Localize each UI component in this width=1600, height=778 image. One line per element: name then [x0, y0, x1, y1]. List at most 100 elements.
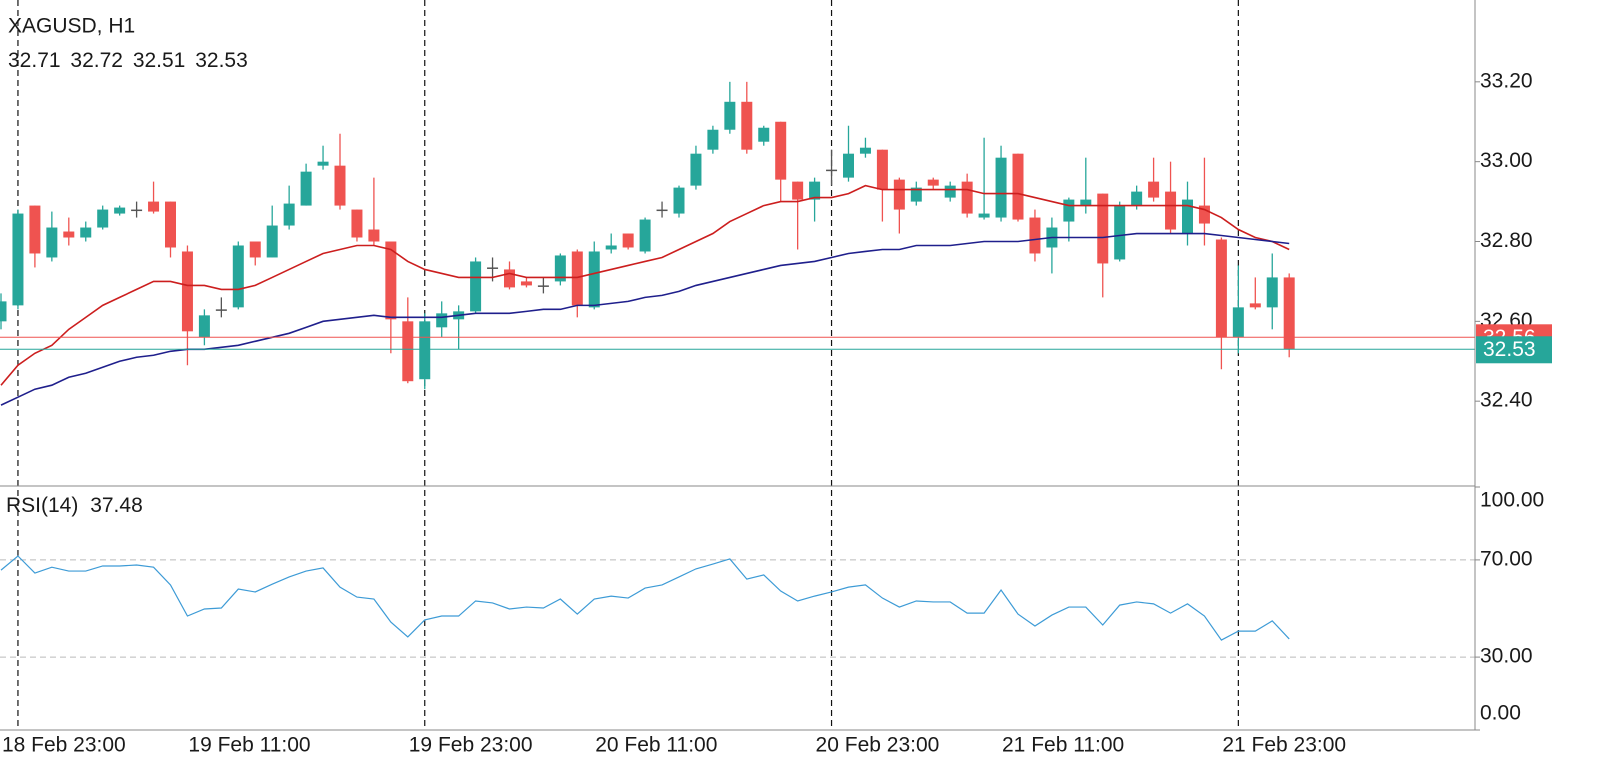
candle-body [504, 269, 515, 288]
y-tick-label: 30.00 [1480, 645, 1533, 668]
x-tick-label: 21 Feb 11:00 [1002, 734, 1124, 757]
open-value: 32.71 [8, 49, 61, 72]
y-tick-label: 32.40 [1480, 389, 1533, 412]
candle-body [809, 181, 821, 200]
candle-body [1182, 199, 1193, 234]
candle-body [283, 203, 295, 226]
candle-body [63, 231, 75, 238]
rsi-value: 37.48 [90, 494, 143, 517]
candle-body [843, 153, 854, 178]
candle-body [470, 261, 482, 312]
y-tick-label: 100.00 [1480, 489, 1544, 512]
candle-body [97, 209, 109, 228]
candle-body [0, 301, 7, 322]
x-tick-label: 19 Feb 23:00 [409, 734, 533, 757]
x-tick-label: 20 Feb 23:00 [816, 734, 940, 757]
candle-body [368, 229, 380, 242]
candle-body [944, 185, 956, 198]
candle-body [1114, 205, 1126, 260]
x-tick-label: 20 Feb 11:00 [595, 734, 717, 757]
candle-body [232, 245, 244, 308]
candle-body [29, 205, 41, 254]
candle-body [181, 251, 193, 332]
candle-body [537, 285, 549, 287]
marks-layer [0, 81, 1475, 641]
candle-body [165, 201, 176, 248]
candle-body [605, 245, 617, 250]
price-tag [1476, 336, 1552, 364]
candle-body [792, 181, 804, 200]
candle-body [300, 171, 312, 206]
y-tick-label: 32.80 [1480, 229, 1533, 252]
x-tick-label: 19 Feb 11:00 [188, 734, 310, 757]
candle-body [1097, 193, 1109, 264]
y-tick-label: 70.00 [1480, 547, 1533, 570]
candle-body [1131, 191, 1143, 206]
candle-body [775, 121, 787, 180]
candle-body [1148, 181, 1160, 198]
candle-body [656, 209, 668, 212]
labels-layer: XAGUSD, H1 32.71 32.72 32.51 32.53 RSI(1… [2, 15, 1552, 757]
candle-body [520, 281, 532, 286]
candle-body [114, 207, 126, 214]
chart-title: XAGUSD, H1 [8, 15, 135, 38]
rsi-name: RSI(14) [6, 494, 78, 517]
candle-body [1249, 303, 1261, 308]
candle-body [826, 169, 838, 172]
candle-body [571, 251, 583, 306]
candle-body [1063, 199, 1075, 222]
candle-body [12, 213, 24, 306]
candle-body [80, 227, 92, 238]
candle-body [758, 127, 770, 142]
candle-body [487, 267, 499, 269]
candle-body [266, 225, 278, 258]
candle-body [317, 161, 329, 166]
candle-body [876, 149, 888, 190]
candle-body [639, 219, 651, 252]
close-value: 32.53 [195, 49, 248, 72]
candle-body [198, 315, 210, 338]
candle-body [385, 241, 397, 320]
candle-body [995, 157, 1007, 218]
candle-body [927, 179, 939, 186]
candle-body [131, 209, 143, 212]
candle-body [673, 187, 685, 214]
candle-body [419, 321, 431, 380]
candle-body [148, 201, 160, 212]
rsi-title: RSI(14) 37.48 [6, 494, 143, 517]
rsi-line [0, 555, 1290, 641]
x-tick-label: 21 Feb 23:00 [1222, 734, 1346, 757]
candle-body [1215, 239, 1227, 338]
candle-body [1232, 307, 1244, 338]
y-tick-label: 33.00 [1480, 149, 1533, 172]
candle-body [690, 153, 702, 186]
candle-body [334, 165, 346, 206]
candle-body [588, 251, 600, 308]
x-tick-label: 18 Feb 23:00 [2, 734, 126, 757]
candle-body [402, 321, 414, 382]
candle-body [1029, 217, 1041, 254]
candle-body [1165, 191, 1177, 230]
candle-body [978, 213, 990, 218]
candle-body [351, 209, 363, 238]
axes-layer [0, 0, 1480, 731]
candle-body [707, 129, 719, 150]
candle-body [1080, 199, 1092, 206]
y-tick-label: 0.00 [1480, 702, 1521, 725]
ohlc-readout: 32.71 32.72 32.51 32.53 [8, 49, 248, 72]
high-value: 32.72 [70, 49, 123, 72]
candle-body [893, 179, 905, 210]
candle-body [46, 227, 58, 258]
candle-body [961, 181, 973, 214]
candle-body [859, 147, 871, 154]
candle-body [724, 101, 736, 130]
moving-average-line [0, 184, 1290, 386]
candle-body [554, 255, 566, 282]
price-tag-label: 32.53 [1483, 338, 1536, 361]
candle-body [622, 233, 634, 248]
moving-average-line [0, 232, 1290, 406]
low-value: 32.51 [133, 49, 186, 72]
candle-body [1283, 277, 1295, 350]
candle-body [436, 313, 448, 328]
